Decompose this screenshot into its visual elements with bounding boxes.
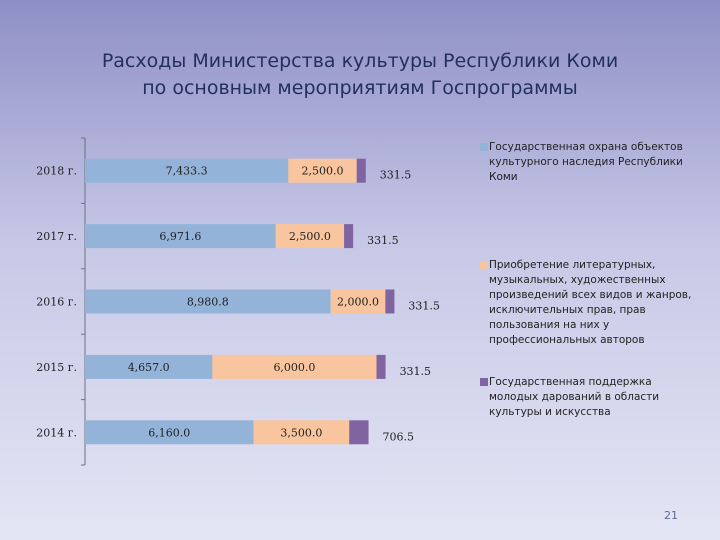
- legend-label-1: Государственная охрана объектов культурн…: [489, 141, 683, 183]
- data-label: 3,500.0: [280, 426, 322, 439]
- bar-segment: [330, 289, 386, 314]
- bar-segment: [85, 289, 331, 314]
- data-label: 6,000.0: [273, 361, 315, 374]
- bar-segment: [376, 354, 386, 379]
- bar-segment: [85, 224, 276, 249]
- data-label: 2,500.0: [302, 165, 344, 178]
- legend-item-2: Приобретение литературных, музыкальных, …: [480, 258, 695, 348]
- chart-title: Расходы Министерства культуры Республики…: [60, 48, 660, 102]
- bar-segment: [85, 354, 213, 379]
- data-label: 2,500.0: [289, 230, 331, 243]
- category-label: 2016 г.: [36, 296, 77, 309]
- data-label: 2,000.0: [337, 296, 379, 309]
- legend-label-3: Государственная поддержка молодых дарова…: [489, 376, 660, 418]
- data-label: 6,160.0: [148, 426, 190, 439]
- bar-segment: [288, 158, 357, 183]
- category-label: 2017 г.: [36, 230, 77, 243]
- page-number: 21: [664, 509, 678, 522]
- data-label: 706.5: [383, 430, 415, 443]
- bar-segment: [85, 158, 289, 183]
- legend-swatch-3: [480, 378, 488, 386]
- category-label: 2015 г.: [36, 361, 77, 374]
- data-label: 331.5: [367, 234, 399, 247]
- bar-segment: [349, 420, 369, 445]
- data-label: 331.5: [380, 169, 412, 182]
- data-label: 8,980.8: [187, 296, 229, 309]
- bar-segment: [212, 354, 377, 379]
- category-label: 2018 г.: [36, 165, 77, 178]
- chart-title-line-1: Расходы Министерства культуры Республики…: [101, 50, 619, 72]
- bar-segment: [85, 420, 254, 445]
- legend-swatch-1: [480, 143, 488, 151]
- chart-title-line-2: по основным мероприятиям Госпрограммы: [142, 77, 578, 99]
- data-label: 6,971.6: [159, 230, 201, 243]
- legend-item-3: Государственная поддержка молодых дарова…: [480, 375, 695, 420]
- legend-swatch-2: [480, 261, 488, 269]
- bar-segment: [275, 224, 345, 249]
- data-label: 7,433.3: [166, 165, 208, 178]
- bar-segment: [385, 289, 395, 314]
- category-label: 2014 г.: [36, 426, 77, 439]
- data-label: 4,657.0: [128, 361, 170, 374]
- data-label: 331.5: [400, 365, 432, 378]
- data-label: 331.5: [408, 300, 440, 313]
- legend-item-1: Государственная охрана объектов культурн…: [480, 140, 695, 185]
- bar-segment: [344, 224, 354, 249]
- legend-label-2: Приобретение литературных, музыкальных, …: [489, 259, 692, 346]
- bar-segment: [356, 158, 366, 183]
- bar-segment: [253, 420, 350, 445]
